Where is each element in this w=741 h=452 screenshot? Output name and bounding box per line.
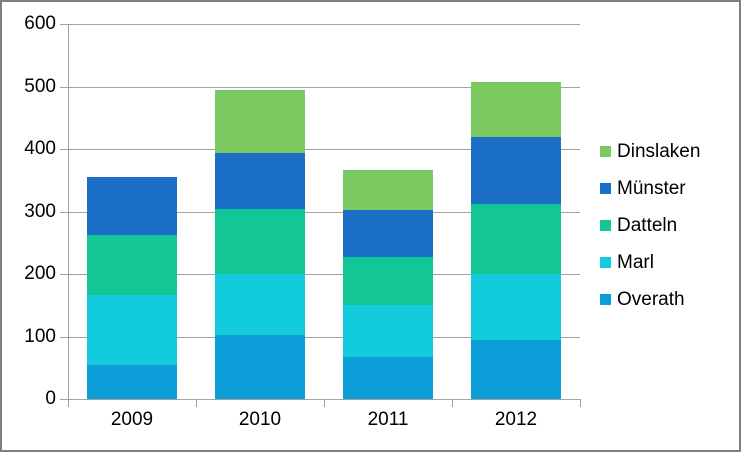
bar-segment-datteln [471, 204, 561, 274]
y-axis-tick-label: 300 [24, 200, 56, 222]
gridline [68, 24, 580, 25]
legend-label: Overath [617, 289, 685, 310]
bar-segment-münster [343, 209, 433, 258]
bar-segment-marl [471, 274, 561, 340]
y-axis-tick-label: 500 [24, 75, 56, 97]
x-axis-tick [324, 400, 325, 407]
bar-segment-overath [87, 364, 177, 399]
legend-swatch [600, 183, 611, 194]
legend-item: Münster [600, 178, 738, 199]
x-axis-line [68, 399, 581, 400]
legend-label: Münster [617, 178, 686, 199]
gridline [68, 336, 580, 338]
bar-segment-overath [215, 334, 305, 399]
y-axis-tick [60, 399, 68, 400]
bar-segment-overath [471, 339, 561, 399]
bar-segment-dinslaken [215, 89, 305, 154]
y-axis-tick [60, 24, 68, 25]
gridline [68, 274, 580, 275]
x-axis-label: 2011 [367, 409, 409, 430]
bar-segment-datteln [215, 209, 305, 274]
gridline [68, 149, 580, 150]
y-axis-tick-label: 400 [24, 138, 56, 159]
y-axis-tick-label: 600 [24, 13, 56, 34]
legend: Dinslaken Münster Datteln Marl Overath [600, 141, 738, 326]
x-axis-tick [580, 400, 581, 407]
legend-label: Dinslaken [617, 141, 701, 162]
x-axis-label: 2010 [238, 409, 282, 430]
legend-item: Marl [600, 252, 738, 273]
legend-swatch [600, 257, 611, 268]
y-axis-tick-label: 0 [45, 388, 56, 409]
y-axis-tick [60, 274, 68, 275]
x-axis-tick [196, 400, 197, 407]
legend-item: Overath [600, 289, 738, 310]
bar-segment-datteln [87, 235, 177, 295]
x-axis-tick [452, 400, 453, 407]
bar-segment-marl [343, 305, 433, 358]
bar-segment-münster [215, 153, 305, 209]
bar-segment-marl [87, 294, 177, 365]
x-axis-tick [68, 400, 69, 407]
y-axis-tick [60, 336, 68, 338]
y-axis-tick [60, 149, 68, 150]
x-axis-label: 2012 [494, 409, 538, 430]
legend-swatch [600, 146, 611, 157]
legend-label: Marl [617, 252, 654, 273]
bar-segment-marl [215, 274, 305, 335]
x-axis-label: 2009 [110, 409, 154, 430]
y-axis-tick [60, 211, 68, 213]
legend-swatch [600, 220, 611, 231]
bar-segment-overath [343, 357, 433, 399]
legend-swatch [600, 294, 611, 305]
gridline [68, 86, 580, 88]
y-axis-tick [60, 86, 68, 88]
bar-segment-münster [471, 136, 561, 204]
y-axis-tick-label: 200 [24, 263, 56, 284]
bar-segment-dinslaken [471, 82, 561, 137]
gridline [68, 211, 580, 213]
bar-segment-datteln [343, 257, 433, 306]
y-axis-tick-label: 100 [24, 325, 56, 347]
plot-area [68, 24, 580, 399]
legend-label: Datteln [617, 215, 678, 236]
legend-item: Dinslaken [600, 141, 738, 162]
bar-segment-münster [87, 177, 177, 236]
bar-segment-dinslaken [343, 170, 433, 210]
legend-item: Datteln [600, 215, 738, 236]
